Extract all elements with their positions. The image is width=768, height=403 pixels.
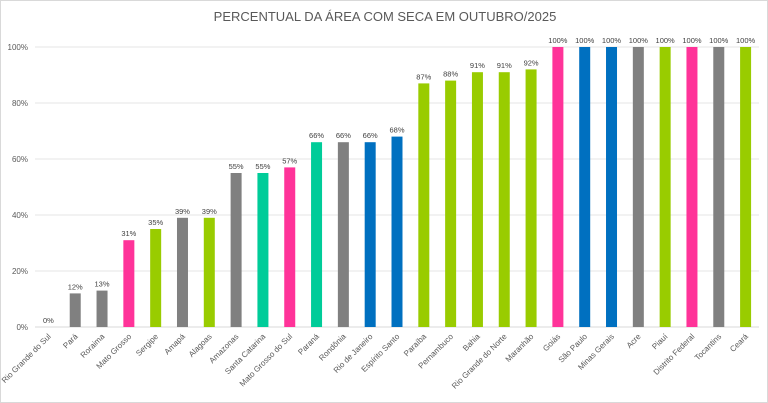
data-label: 66% [336,131,351,140]
y-tick-label: 0% [16,323,28,332]
data-label: 100% [709,36,729,45]
x-tick-label: Mato Grosso do Sul [238,332,295,389]
bar [96,290,108,327]
x-tick-label: Paraná [296,332,321,357]
bar [445,80,457,327]
data-label: 0% [43,316,54,325]
data-label: 13% [95,280,110,289]
y-tick-label: 40% [12,211,28,220]
x-tick-label: Amapá [163,332,188,357]
x-tick-label: Paraíba [402,332,429,359]
data-label: 91% [470,61,485,70]
x-tick-label: Ceará [728,332,750,354]
data-label: 68% [389,126,404,135]
bar [713,47,725,327]
data-label: 12% [68,282,83,291]
y-tick-label: 80% [12,99,28,108]
data-label: 88% [443,70,458,79]
data-label: 100% [602,36,622,45]
bar [176,217,188,327]
x-tick-label: Bahia [461,332,482,353]
data-label: 35% [148,218,163,227]
data-label: 100% [629,36,649,45]
data-label: 87% [416,72,431,81]
x-tick-label: Acre [625,332,643,350]
x-tick-label: Maranhão [504,332,536,364]
data-label: 55% [229,162,244,171]
x-tick-label: Pará [61,332,80,351]
chart-title: PERCENTUAL DA ÁREA COM SECA EM OUTUBRO/2… [214,9,557,24]
bar [525,69,537,328]
bar [69,293,81,327]
y-tick-label: 60% [12,155,28,164]
bar [364,142,376,327]
bar [498,72,510,327]
data-label: 91% [497,61,512,70]
x-tick-label: Alagoas [187,332,214,359]
bar [337,142,349,327]
y-tick-label: 20% [12,267,28,276]
bar [150,229,162,327]
data-label: 100% [575,36,595,45]
bar [418,83,430,328]
data-label: 100% [656,36,676,45]
bar [740,47,752,327]
bar [606,47,618,327]
bar [471,72,483,327]
x-tick-label: Goiás [541,332,562,353]
data-label: 31% [121,229,136,238]
data-label: 57% [282,156,297,165]
bar [230,173,242,327]
bar [257,173,269,327]
data-label: 39% [202,207,217,216]
x-tick-label: Sergipe [134,332,160,358]
data-label: 100% [736,36,756,45]
x-tick-label: Piauí [650,332,670,352]
bar [284,167,296,327]
data-label: 92% [524,58,539,67]
data-label: 39% [175,207,190,216]
data-label: 66% [363,131,378,140]
bar [579,47,591,327]
bar [686,47,698,327]
bar [123,240,135,327]
bar [203,217,215,327]
x-tick-label: Rio Grande do Sul [1,332,53,385]
bar [659,47,671,327]
bar [632,47,644,327]
bar [391,136,403,327]
bar [552,47,564,327]
data-label: 100% [682,36,702,45]
y-tick-label: 100% [8,43,28,52]
data-label: 55% [255,162,270,171]
x-tick-label: Tocantins [693,332,723,362]
data-label: 66% [309,131,324,140]
bar [311,142,323,327]
data-label: 100% [548,36,568,45]
